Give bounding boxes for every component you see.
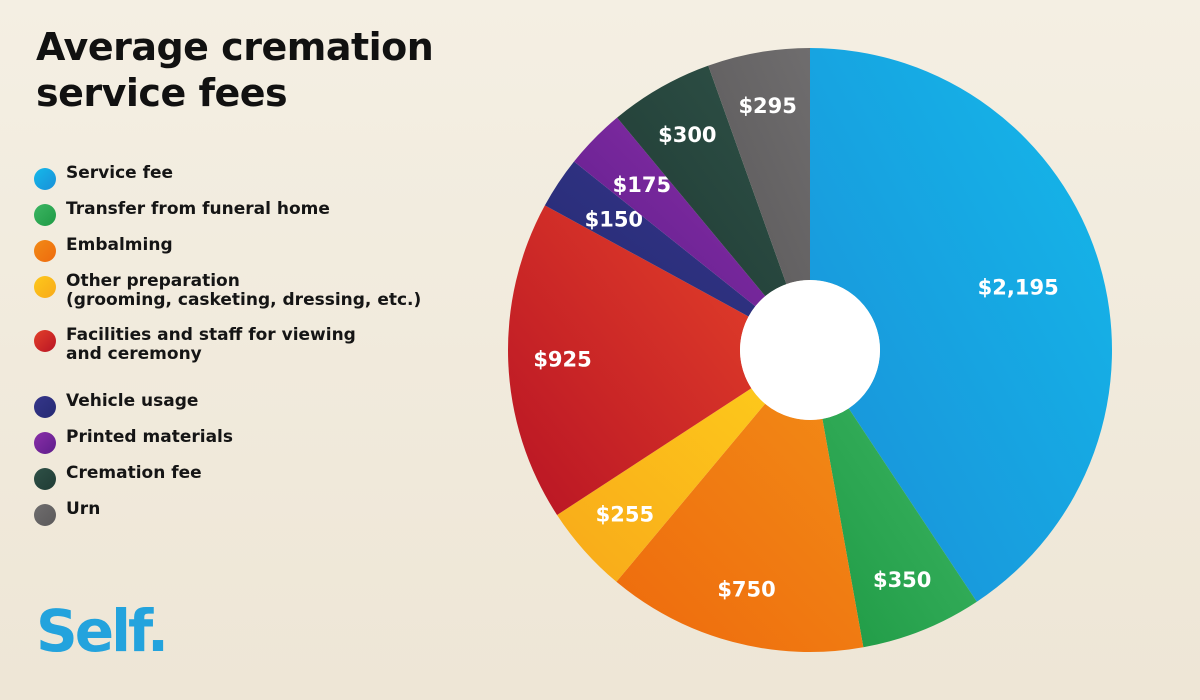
legend-swatch [34,276,56,298]
donut-chart: $2,195 $350 $750 $255 $925 $150 $175 $300 $295 [508,48,1112,652]
legend-swatch [34,468,56,490]
legend-item: Printed materials [34,427,233,454]
slice-label: $175 [613,173,671,197]
legend-label: Service fee [66,163,174,183]
slice-label: $295 [738,94,796,118]
slice-label: $300 [658,123,716,147]
legend-label: Cremation fee [66,463,202,483]
slice-label: $2,195 [978,275,1059,299]
slice [822,408,977,648]
legend-swatch [34,396,56,418]
legend-item: Embalming [34,235,173,262]
legend-item: Other preparation (grooming, casketing, … [34,272,421,310]
legend-item: Cremation fee [34,463,202,490]
slice-label: $255 [596,502,654,526]
slice [508,205,752,515]
donut-hole [740,280,880,420]
self-logo: Self. [36,597,169,665]
slice [708,48,810,285]
slice [616,403,864,652]
chart-title: Average cremation service fees [36,25,434,115]
legend-item: Urn [34,499,101,526]
legend-label: Printed materials [66,427,233,447]
legend-swatch [34,240,56,262]
legend-swatch [34,168,56,190]
slice [810,48,1112,602]
legend-swatch [34,432,56,454]
legend-label: Other preparation (grooming, casketing, … [66,271,422,310]
legend-label: Embalming [66,235,173,255]
legend-label: Urn [66,499,101,519]
legend-label: Facilities and staff for viewing and cer… [66,325,356,364]
legend-item: Vehicle usage [34,391,199,418]
slice-label: $350 [873,568,931,592]
legend-label: Vehicle usage [66,391,199,411]
legend-item: Transfer from funeral home [34,199,330,226]
legend-swatch [34,330,56,352]
legend-swatch [34,204,56,226]
legend-swatch [34,504,56,526]
slice [617,65,787,297]
slice-label: $750 [717,577,775,601]
slice [544,161,756,317]
slice-label: $925 [533,348,591,372]
slice [574,117,766,307]
legend-label: Transfer from funeral home [66,199,330,219]
slice-label: $150 [585,208,643,232]
slice [557,388,766,582]
legend-item: Service fee [34,163,174,190]
legend-item: Facilities and staff for viewing and cer… [34,326,356,364]
